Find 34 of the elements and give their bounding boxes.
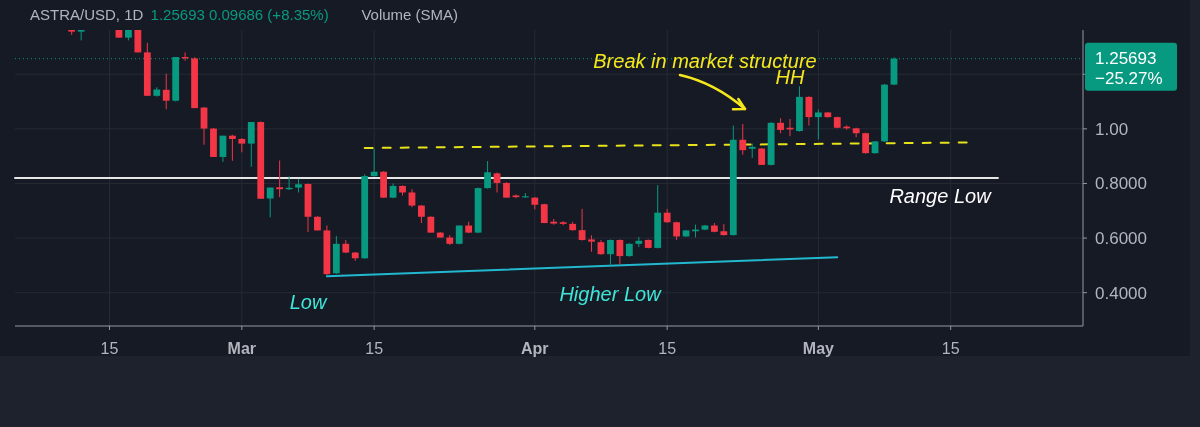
text: 1.25693 0.09686 (+8.35%) <box>150 6 329 23</box>
candlestick <box>578 208 586 242</box>
candlestick <box>276 160 284 198</box>
x-tick-label: 15 <box>100 340 119 357</box>
candlestick <box>370 148 378 178</box>
y-tick-label: 0.6000 <box>1095 229 1147 249</box>
x-tick-label: 15 <box>365 340 384 357</box>
candlestick <box>408 188 416 208</box>
candlestick <box>607 238 614 267</box>
x-tick-label: 15 <box>941 340 960 357</box>
annotation: Higher Low <box>559 283 663 305</box>
annotation: Low <box>289 291 328 313</box>
y-tick-label: 0.4000 <box>1095 283 1147 303</box>
candlestick <box>266 187 274 218</box>
candlestick <box>162 73 170 110</box>
candlestick <box>247 121 255 168</box>
candlestick <box>512 193 520 199</box>
candlestick <box>484 160 491 190</box>
chart-subtitle: Volume (SMA) <box>361 6 459 23</box>
candlestick <box>418 204 425 224</box>
text: −25.27% <box>1095 68 1163 88</box>
x-tick-label: May <box>802 340 835 357</box>
candlestick <box>228 134 236 162</box>
candlestick <box>814 108 822 140</box>
chart-title: ASTRA/USD, 1D <box>30 6 144 23</box>
annotation: Range Low <box>889 185 993 207</box>
x-tick-label: Apr <box>521 340 549 357</box>
y-tick-label: 1.00 <box>1095 119 1129 139</box>
x-tick-label: 15 <box>658 340 677 357</box>
candlestick <box>616 238 624 266</box>
x-tick-label: Mar <box>227 340 257 357</box>
y-tick-label: 0.8000 <box>1095 174 1147 194</box>
ref-line-label: 1.25693 <box>1095 48 1157 68</box>
candlestick <box>739 123 747 156</box>
